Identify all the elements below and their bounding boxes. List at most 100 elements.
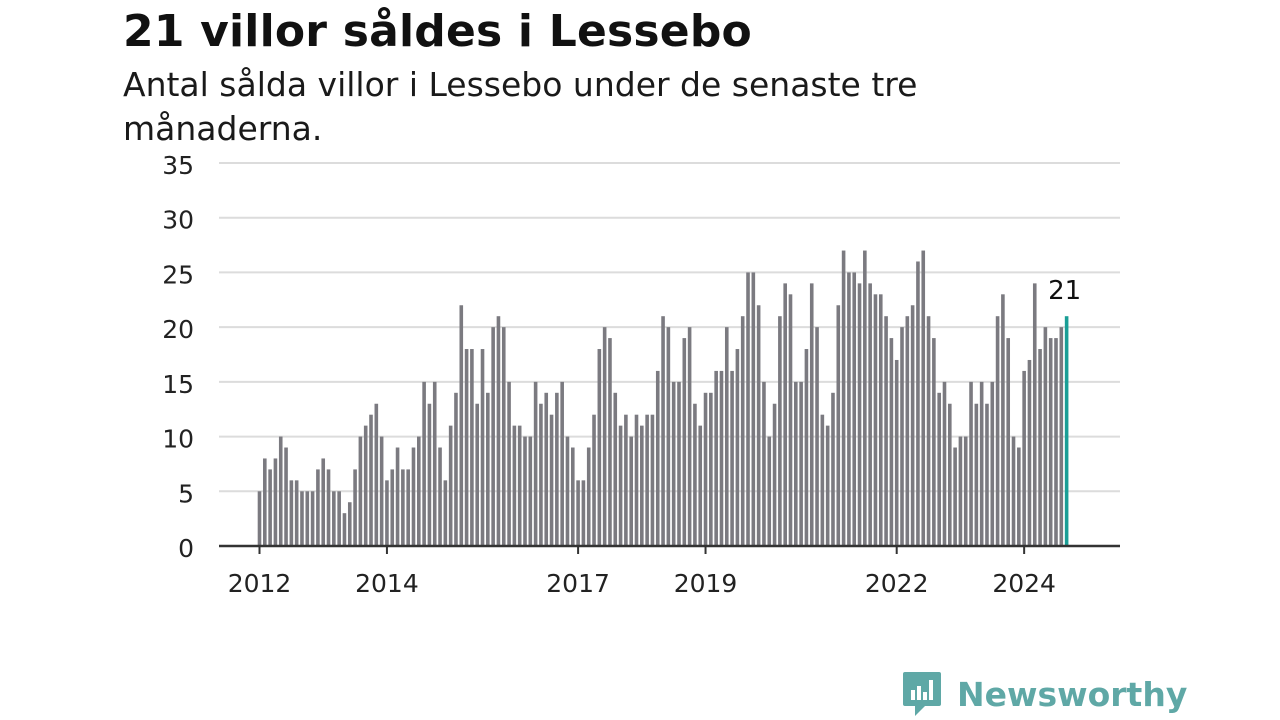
- bar: [300, 491, 304, 546]
- bar: [650, 414, 655, 546]
- x-tick-label: 2014: [355, 569, 419, 598]
- bar: [799, 381, 803, 546]
- bar: [618, 425, 623, 546]
- bar: [762, 381, 766, 546]
- bar: [916, 261, 920, 546]
- bar: [592, 414, 596, 546]
- bar: [794, 381, 798, 546]
- bar: [427, 403, 432, 546]
- bar: [570, 447, 575, 546]
- bar: [278, 436, 283, 546]
- bar: [390, 469, 395, 546]
- bar: [788, 294, 793, 546]
- bar: [1048, 338, 1053, 546]
- bar: [682, 338, 687, 546]
- bar: [974, 403, 979, 546]
- bar: [714, 370, 718, 546]
- bar: [438, 447, 442, 546]
- bar: [539, 403, 543, 546]
- bar: [363, 425, 368, 546]
- bar: [921, 250, 926, 547]
- bar: [565, 436, 570, 546]
- bar: [284, 447, 288, 546]
- bar: [555, 392, 559, 546]
- bar: [820, 414, 825, 546]
- bar: [332, 491, 336, 546]
- bar: [756, 305, 761, 546]
- bar: [953, 447, 957, 546]
- bar-highlight: [1064, 316, 1069, 546]
- bar: [990, 381, 995, 546]
- bar: [942, 381, 947, 546]
- bar: [640, 425, 644, 546]
- bar: [937, 392, 941, 546]
- bar: [809, 283, 814, 546]
- bar: [948, 403, 952, 546]
- bar: [523, 436, 527, 546]
- bar: [894, 359, 899, 546]
- bar: [347, 502, 352, 546]
- bar: [305, 491, 310, 546]
- bar: [1038, 349, 1042, 546]
- bar: [1011, 436, 1016, 546]
- bar: [724, 327, 729, 546]
- bar: [836, 305, 841, 546]
- bar: [342, 513, 347, 546]
- bar: [608, 338, 612, 546]
- bar: [905, 316, 910, 546]
- bar: [507, 381, 511, 546]
- bar: [581, 480, 586, 546]
- bar: [586, 447, 591, 546]
- bar: [273, 458, 278, 546]
- x-tick-label: 2017: [546, 569, 610, 598]
- newsworthy-logo-text: Newsworthy: [957, 674, 1188, 714]
- bar: [613, 392, 618, 546]
- bar: [703, 392, 708, 546]
- bar: [268, 469, 272, 546]
- bar: [979, 381, 984, 546]
- bar: [512, 425, 517, 546]
- bar: [576, 480, 580, 546]
- bar: [804, 349, 809, 546]
- y-tick-label: 0: [178, 534, 194, 563]
- bar: [549, 414, 554, 546]
- bar: [825, 425, 830, 546]
- bar: [432, 381, 437, 546]
- bar: [878, 294, 883, 546]
- bar: [709, 392, 713, 546]
- bar: [624, 414, 628, 546]
- last-value-label: 21: [1048, 276, 1081, 306]
- y-tick-label: 35: [162, 151, 194, 180]
- bar: [411, 447, 416, 546]
- bar: [1022, 370, 1026, 546]
- bar: [1032, 283, 1037, 546]
- bar: [735, 349, 740, 546]
- bar: [385, 480, 389, 546]
- bar: [910, 305, 915, 546]
- bar: [316, 469, 320, 546]
- bar: [475, 403, 480, 546]
- bar: [857, 283, 862, 546]
- bar: [310, 491, 315, 546]
- bar: [560, 381, 564, 546]
- bar: [496, 316, 501, 546]
- newsworthy-logo[interactable]: Newsworthy: [901, 670, 1187, 718]
- bar: [464, 349, 469, 546]
- y-tick-label: 30: [162, 206, 194, 235]
- bar: [401, 469, 405, 546]
- bar: [459, 305, 464, 546]
- bar: [470, 349, 474, 546]
- bar: [932, 338, 936, 546]
- y-tick-label: 5: [178, 479, 194, 508]
- bar: [257, 491, 262, 546]
- bar: [815, 327, 819, 546]
- bar: [868, 283, 872, 546]
- bar: [969, 381, 973, 546]
- bar: [486, 392, 490, 546]
- bar: [544, 392, 549, 546]
- bar: [263, 458, 267, 546]
- bar: [353, 469, 357, 546]
- bar: [1017, 447, 1021, 546]
- bar: [926, 316, 931, 546]
- bar: [337, 491, 341, 546]
